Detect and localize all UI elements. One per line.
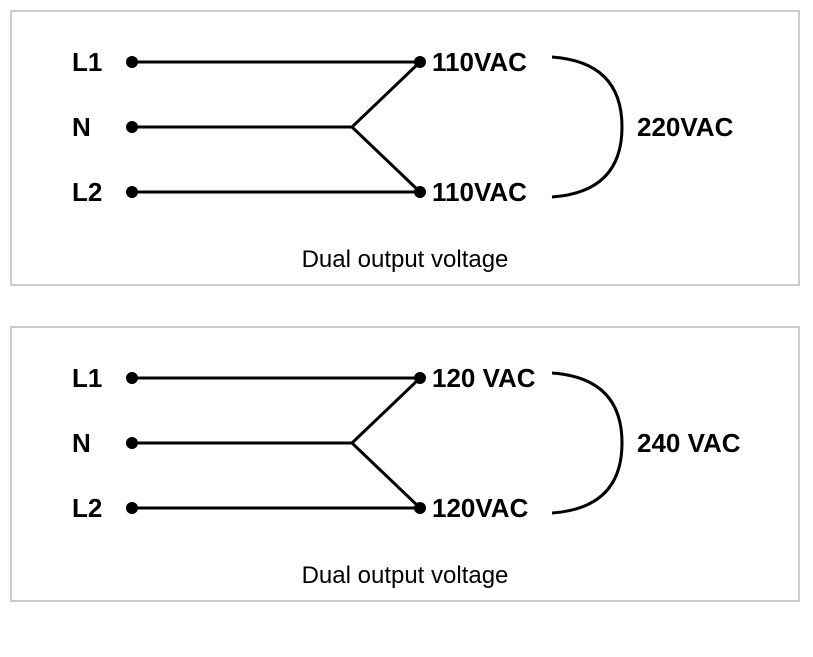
panel-caption: Dual output voltage: [12, 242, 798, 284]
sum-voltage: 220VAC: [637, 112, 734, 142]
sum-voltage: 240 VAC: [637, 428, 741, 458]
panel-caption: Dual output voltage: [12, 558, 798, 600]
terminal-n-label: N: [72, 428, 91, 458]
wire-n-to-l2: [352, 127, 420, 192]
wire-n-to-l2: [352, 443, 420, 508]
mid-voltage-bottom: 120VAC: [432, 493, 529, 523]
mid-voltage-top: 110VAC: [432, 47, 527, 77]
terminal-l1-label: L1: [72, 363, 102, 393]
mid-dot-top: [414, 372, 426, 384]
terminal-l1-label: L1: [72, 47, 102, 77]
mid-dot-bottom: [414, 502, 426, 514]
diagram-root: L1 N L2 110VAC 110VAC 220VAC Dual output vo…: [10, 10, 803, 602]
voltage-diagram-panel: L1 N L2 110VAC 110VAC 220VAC Dual output vo…: [10, 10, 800, 286]
wire-n-to-l1: [352, 62, 420, 127]
terminal-l2-label: L2: [72, 177, 102, 207]
brace-bottom: [552, 443, 622, 513]
mid-voltage-top: 120 VAC: [432, 363, 536, 393]
mid-dot-bottom: [414, 186, 426, 198]
terminal-l2-label: L2: [72, 493, 102, 523]
wiring-svg: L1 N L2 120 VAC 120VAC 240 VAC: [12, 328, 802, 558]
mid-voltage-bottom: 110VAC: [432, 177, 527, 207]
voltage-diagram-panel: L1 N L2 120 VAC 120VAC 240 VAC Dual output …: [10, 326, 800, 602]
wire-n-to-l1: [352, 378, 420, 443]
brace-bottom: [552, 127, 622, 197]
brace-top: [552, 57, 622, 127]
terminal-n-label: N: [72, 112, 91, 142]
wiring-svg: L1 N L2 110VAC 110VAC 220VAC: [12, 12, 802, 242]
mid-dot-top: [414, 56, 426, 68]
brace-top: [552, 373, 622, 443]
